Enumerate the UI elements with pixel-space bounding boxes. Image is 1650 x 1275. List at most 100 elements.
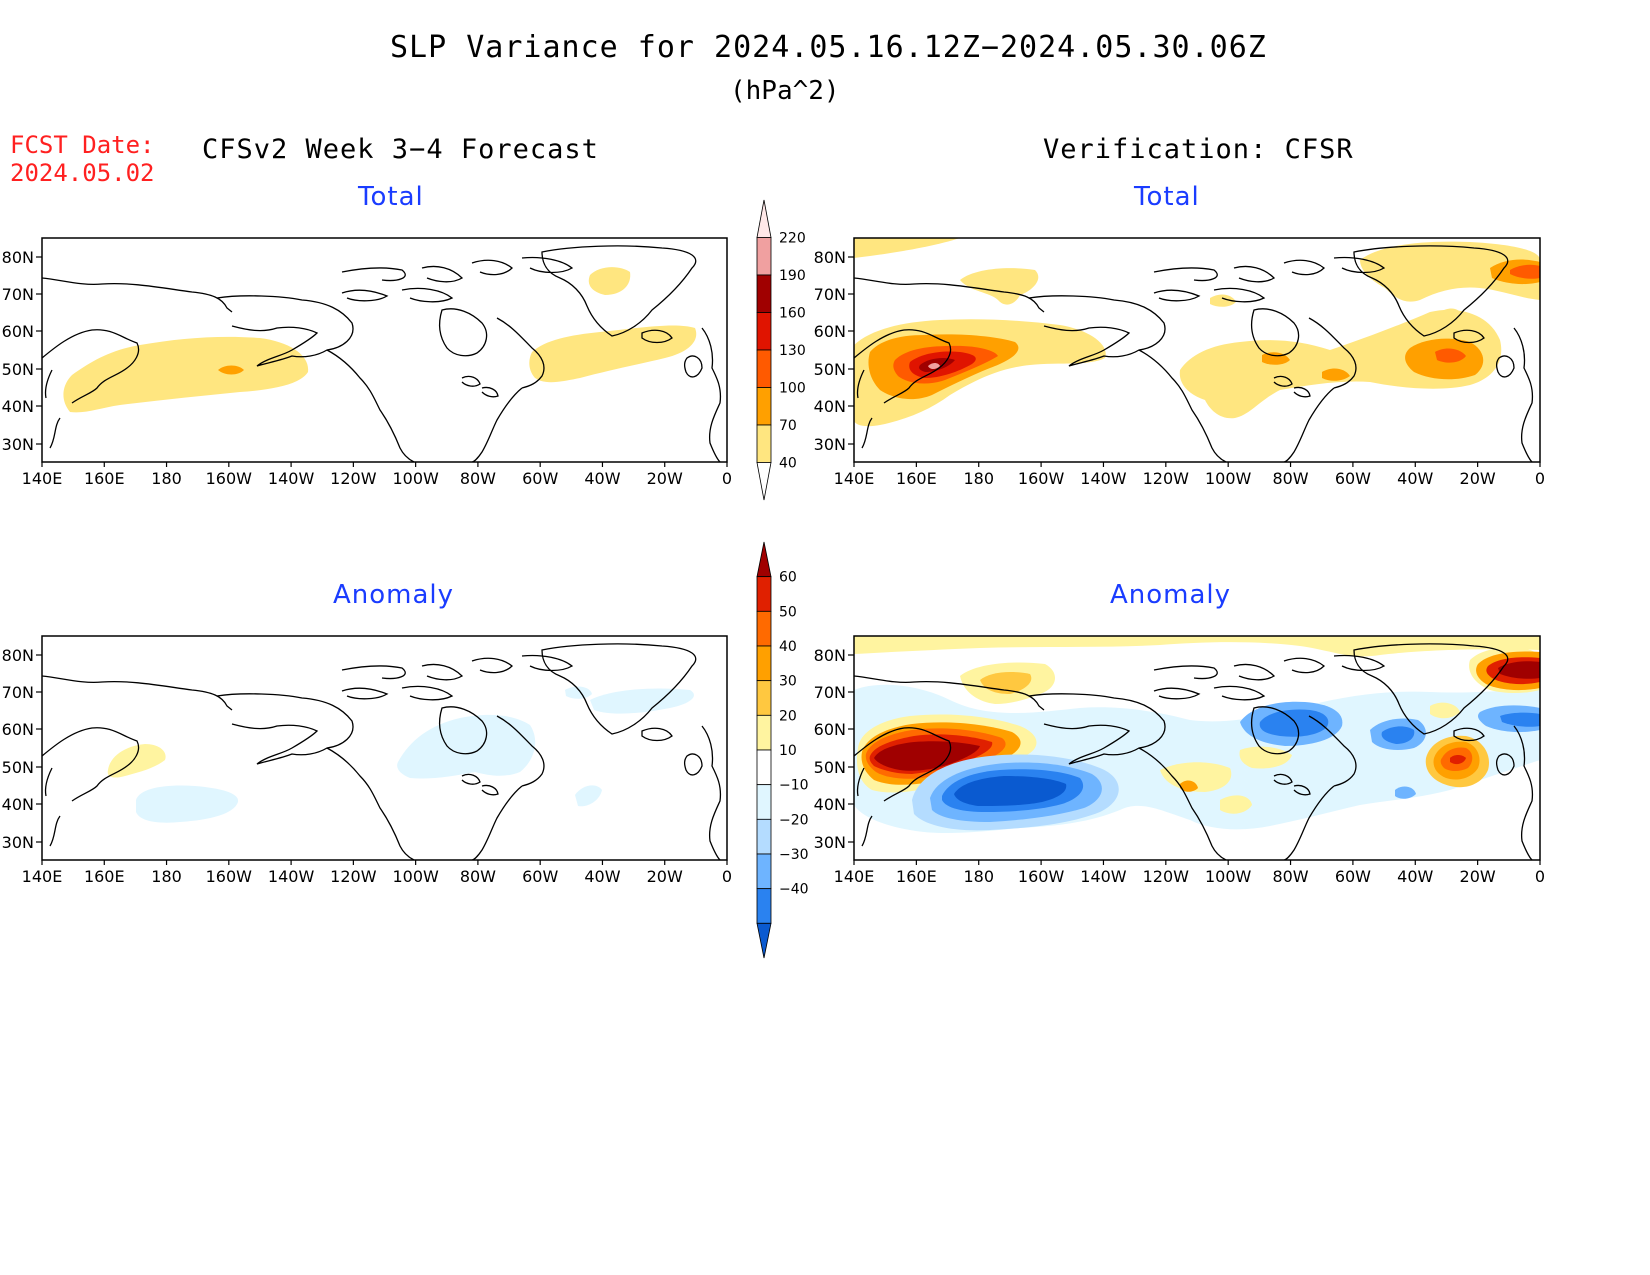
lon-tick-label: 140E [834, 469, 875, 488]
lon-tick-label: 160W [206, 867, 253, 886]
lon-tick-label: 40W [1397, 867, 1433, 886]
lat-tick-label: 40N [814, 795, 846, 814]
lon-tick-label: 140W [1080, 867, 1127, 886]
lon-tick-label: 20W [647, 867, 683, 886]
lat-tick-label: 70N [814, 285, 846, 304]
lon-tick-label: 160E [84, 867, 125, 886]
panel-title-forecast-total: Total [358, 182, 424, 212]
lat-tick-label: 70N [814, 683, 846, 702]
lon-tick-label: 100W [392, 867, 439, 886]
total-colorbar-label: 40 [779, 456, 797, 472]
lon-tick-label: 80W [1272, 867, 1308, 886]
lat-tick-label: 50N [2, 360, 34, 379]
shade-layer-br [854, 636, 1540, 834]
lon-tick-label: 140E [22, 867, 63, 886]
lat-tick-label: 80N [2, 248, 34, 267]
lon-tick-label: 0 [1535, 469, 1545, 488]
lon-tick-label: 160W [1018, 867, 1065, 886]
anomaly-colorbar-box [756, 818, 772, 855]
total-colorbar-box [756, 274, 772, 313]
lon-tick-label: 120W [330, 469, 377, 488]
lon-tick-label: 60W [522, 469, 558, 488]
lat-tick-label: 80N [814, 646, 846, 665]
lat-tick-label: 30N [814, 435, 846, 454]
lat-tick-label: 70N [2, 285, 34, 304]
lon-tick-label: 100W [1205, 469, 1252, 488]
lat-tick-label: 40N [2, 795, 34, 814]
lat-tick-label: 60N [814, 720, 846, 739]
lat-tick-label: 60N [2, 322, 34, 341]
lon-tick-label: 100W [392, 469, 439, 488]
lon-tick-label: 160E [84, 469, 125, 488]
axes-layer: 80N 70N 60N 50N 40N 30N 140E 160E 180 160W 140W 120… [2, 248, 1545, 886]
figure-title: SLP Variance for 2024.05.16.12Z−2024.05.… [390, 30, 1267, 65]
lon-tick-label: 0 [1535, 867, 1545, 886]
lat-tick-label: 60N [2, 720, 34, 739]
anomaly-colorbar-label: 40 [779, 639, 797, 655]
panel-title-verification-total: Total [1134, 182, 1200, 212]
lon-tick-label: 120W [330, 867, 377, 886]
lon-tick-label: 120W [1143, 469, 1190, 488]
anomaly-colorbar-label: 30 [779, 674, 797, 690]
lat-tick-label: 40N [2, 397, 34, 416]
anomaly-colorbar-cap-bottom [756, 922, 772, 959]
anomaly-colorbar-label: −20 [779, 812, 809, 828]
shade-layer-tl [63, 267, 697, 413]
lon-tick-label: 140W [1080, 469, 1127, 488]
lon-tick-label: 60W [1335, 469, 1371, 488]
anomaly-colorbar-cap-top [756, 541, 772, 578]
total-colorbar-box [756, 387, 772, 426]
lon-tick-label: 40W [584, 867, 620, 886]
anomaly-colorbar-box [756, 853, 772, 890]
total-colorbar-box [756, 424, 772, 463]
lon-tick-label: 140W [268, 469, 315, 488]
anomaly-colorbar-label: 50 [779, 604, 797, 620]
lat-tick-label: 50N [2, 758, 34, 777]
lon-tick-label: 180 [963, 469, 994, 488]
lat-tick-label: 80N [814, 248, 846, 267]
lon-tick-label: 160W [1018, 469, 1065, 488]
anomaly-colorbar-box [756, 888, 772, 924]
total-colorbar-box [756, 312, 772, 351]
shade-layer-tr [854, 238, 1540, 427]
total-colorbar-label: 220 [779, 231, 806, 247]
lon-tick-label: 140E [834, 867, 875, 886]
anomaly-colorbar-label: 10 [779, 743, 797, 759]
anomaly-colorbar-label: 60 [779, 570, 797, 586]
lat-tick-label: 30N [2, 833, 34, 852]
lon-tick-label: 80W [1272, 469, 1308, 488]
fcst-date-value: 2024.05.02 [10, 159, 155, 187]
lat-tick-label: 30N [2, 435, 34, 454]
lon-tick-label: 140W [268, 867, 315, 886]
lon-tick-label: 60W [522, 867, 558, 886]
lon-tick-label: 80W [460, 469, 496, 488]
total-colorbar-label: 130 [779, 343, 806, 359]
lon-tick-label: 180 [151, 867, 182, 886]
lat-tick-label: 50N [814, 758, 846, 777]
anomaly-colorbar-box [756, 576, 772, 612]
lon-tick-label: 40W [1397, 469, 1433, 488]
total-colorbar-label: 100 [779, 381, 806, 397]
total-colorbar-box [756, 237, 772, 276]
lat-tick-label: 50N [814, 360, 846, 379]
anomaly-colorbar-label: −40 [779, 882, 809, 898]
panel-title-forecast-anomaly: Anomaly [333, 580, 455, 610]
lon-tick-label: 20W [1460, 867, 1496, 886]
anomaly-colorbar-box [756, 680, 772, 716]
lon-tick-label: 160W [206, 469, 253, 488]
anomaly-colorbar-box [756, 610, 772, 647]
lon-tick-label: 100W [1205, 867, 1252, 886]
lat-tick-label: 30N [814, 833, 846, 852]
lat-tick-label: 70N [2, 683, 34, 702]
lon-tick-label: 160E [896, 867, 937, 886]
lon-tick-label: 180 [151, 469, 182, 488]
lon-tick-label: 180 [963, 867, 994, 886]
lon-tick-label: 40W [584, 469, 620, 488]
lon-tick-label: 120W [1143, 867, 1190, 886]
lon-tick-label: 0 [722, 469, 732, 488]
forecast-header: CFSv2 Week 3−4 Forecast [202, 134, 599, 165]
lat-tick-label: 80N [2, 646, 34, 665]
total-colorbar-cap-bottom [756, 462, 772, 501]
lat-tick-label: 40N [814, 397, 846, 416]
